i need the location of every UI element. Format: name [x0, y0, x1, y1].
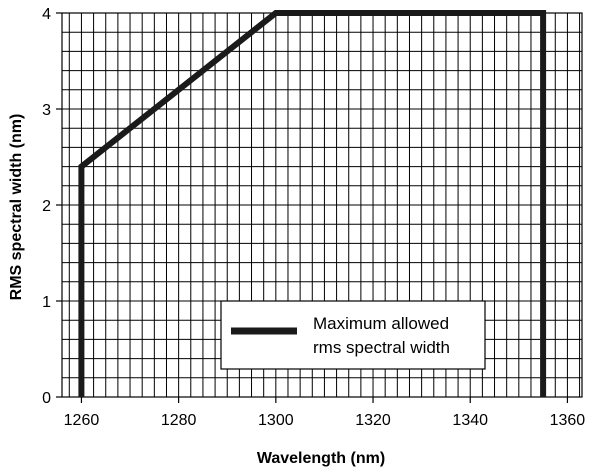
y-tick-label-2: 2 [42, 198, 51, 215]
y-axis-ticks: 0 1 2 3 4 [42, 6, 62, 407]
x-tick-label-1360: 1360 [550, 412, 586, 429]
legend: Maximum allowed rms spectral width [220, 300, 486, 370]
legend-label-line1: Maximum allowed [313, 314, 449, 333]
y-axis-title: RMS spectral width (nm) [8, 114, 25, 301]
y-tick-label-0: 0 [42, 390, 51, 407]
series-line-max-rms-width [78, 10, 547, 397]
y-tick-label-4: 4 [42, 6, 51, 23]
y-tick-label-1: 1 [42, 294, 51, 311]
x-axis-ticks: 1260 1280 1300 1320 1340 1360 [64, 397, 586, 429]
x-tick-label-1340: 1340 [452, 412, 488, 429]
x-tick-label-1320: 1320 [355, 412, 391, 429]
x-axis-title: Wavelength (nm) [257, 450, 385, 467]
x-tick-label-1300: 1300 [258, 412, 294, 429]
x-tick-label-1280: 1280 [161, 412, 197, 429]
x-tick-label-1260: 1260 [64, 412, 100, 429]
legend-box [220, 300, 486, 370]
legend-label-line2: rms spectral width [313, 338, 450, 357]
y-tick-label-3: 3 [42, 102, 51, 119]
